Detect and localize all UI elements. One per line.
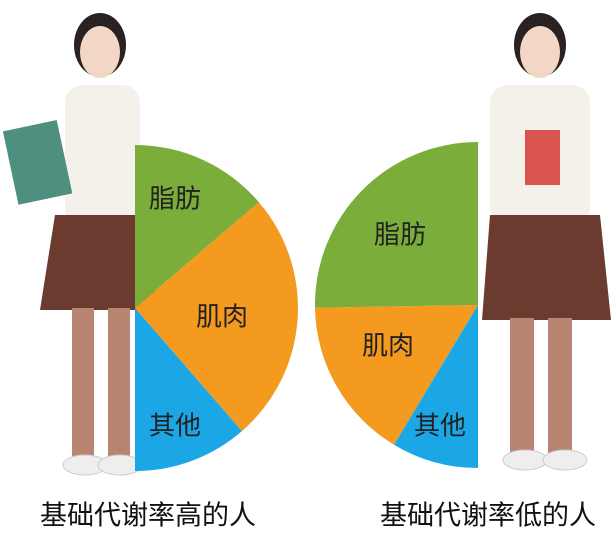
slice-label: 肌肉 [196, 303, 248, 333]
slice-label: 肌肉 [362, 332, 414, 362]
caption: 基础代谢率低的人 [380, 501, 596, 532]
caption: 基础代谢率高的人 [40, 501, 256, 532]
slice-label: 其他 [414, 412, 466, 442]
girl-right [482, 13, 611, 470]
pie-right: 脂肪 肌肉 其他 [315, 142, 478, 468]
slice-label: 其他 [149, 412, 201, 442]
pie-left: 脂肪 肌肉 其他 [135, 145, 298, 471]
illustration: 脂肪 肌肉 其他 脂肪 肌肉 其他 基础代谢率高的人 基础代谢率低的人 [0, 0, 611, 533]
slice-label: 脂肪 [374, 221, 426, 251]
slice-label: 脂肪 [149, 185, 201, 215]
